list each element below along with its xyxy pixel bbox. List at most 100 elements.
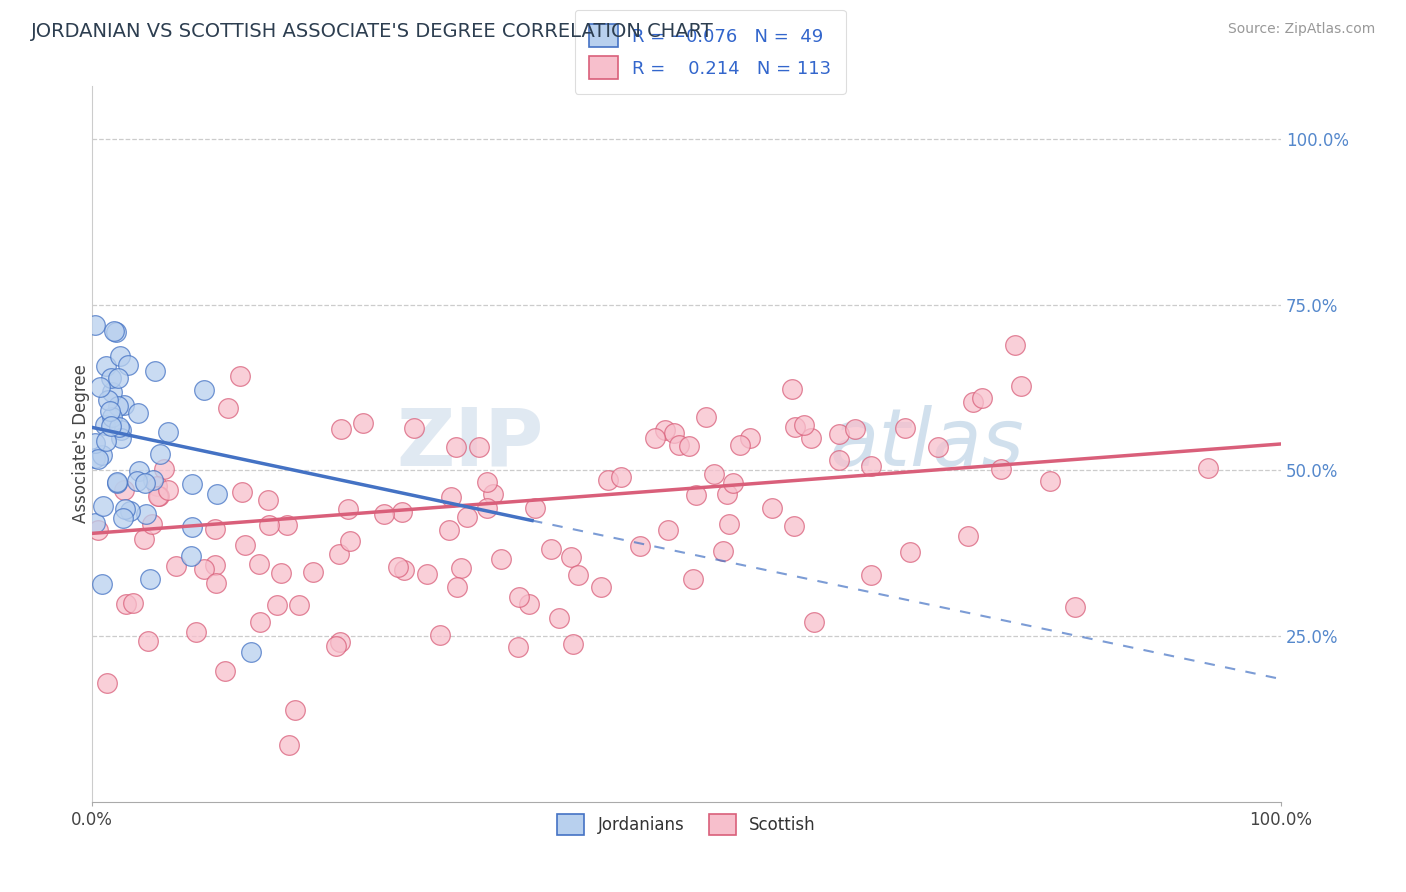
Point [98,404,121,418]
Point [894,421,917,435]
Point [105,326,128,340]
Point [270,566,292,580]
Point [437,523,460,537]
Point [97,392,120,407]
Point [276,518,298,533]
Point [695,409,717,424]
Point [567,568,589,582]
Point [156,425,179,439]
Point [524,500,547,515]
Point [125,474,148,488]
Point [1004,338,1026,352]
Point [193,384,215,398]
Point [990,461,1012,475]
Point [927,441,949,455]
Point [450,561,472,575]
Point [956,529,979,543]
Point [120,503,142,517]
Text: Source: ZipAtlas.com: Source: ZipAtlas.com [1227,22,1375,37]
Point [257,518,280,533]
Point [112,398,135,412]
Point [103,324,125,338]
Point [970,391,993,405]
Point [284,702,307,716]
Point [560,549,582,564]
Point [664,425,686,440]
Text: atlas: atlas [830,405,1024,483]
Point [668,437,690,451]
Point [392,563,415,577]
Point [468,440,491,454]
Point [721,475,744,490]
Point [100,418,122,433]
Point [387,559,409,574]
Point [148,489,170,503]
Point [141,517,163,532]
Point [540,541,562,556]
Point [153,461,176,475]
Point [482,487,505,501]
Point [94,417,117,432]
Point [610,469,633,483]
Point [231,485,253,500]
Point [100,371,122,385]
Point [214,664,236,678]
Point [728,438,751,452]
Point [165,558,187,573]
Point [827,452,849,467]
Point [800,431,823,445]
Point [84,450,107,465]
Point [111,510,134,524]
Point [339,533,361,548]
Point [180,549,202,563]
Point [1197,461,1219,475]
Point [90,577,112,591]
Point [685,488,707,502]
Point [716,487,738,501]
Point [491,552,513,566]
Point [517,597,540,611]
Point [325,639,347,653]
Point [132,532,155,546]
Point [589,580,612,594]
Point [134,476,156,491]
Point [644,431,666,445]
Point [249,558,271,572]
Point [288,598,311,612]
Point [860,568,883,582]
Point [110,349,132,363]
Point [1010,379,1032,393]
Point [205,576,228,591]
Point [1064,600,1087,615]
Point [114,502,136,516]
Point [101,385,124,400]
Point [229,368,252,383]
Point [193,562,215,576]
Point [444,440,467,454]
Point [548,611,571,625]
Point [107,371,129,385]
Point [446,581,468,595]
Point [1039,474,1062,488]
Point [143,364,166,378]
Point [402,421,425,435]
Point [598,473,620,487]
Point [562,637,585,651]
Point [128,464,150,478]
Point [860,458,883,473]
Point [738,431,761,445]
Point [83,436,105,450]
Point [373,507,395,521]
Point [107,399,129,413]
Point [654,423,676,437]
Point [278,738,301,752]
Point [96,359,118,373]
Point [256,493,278,508]
Point [337,501,360,516]
Point [477,500,499,515]
Point [703,467,725,481]
Point [149,447,172,461]
Point [717,516,740,531]
Point [508,640,530,654]
Point [108,420,131,434]
